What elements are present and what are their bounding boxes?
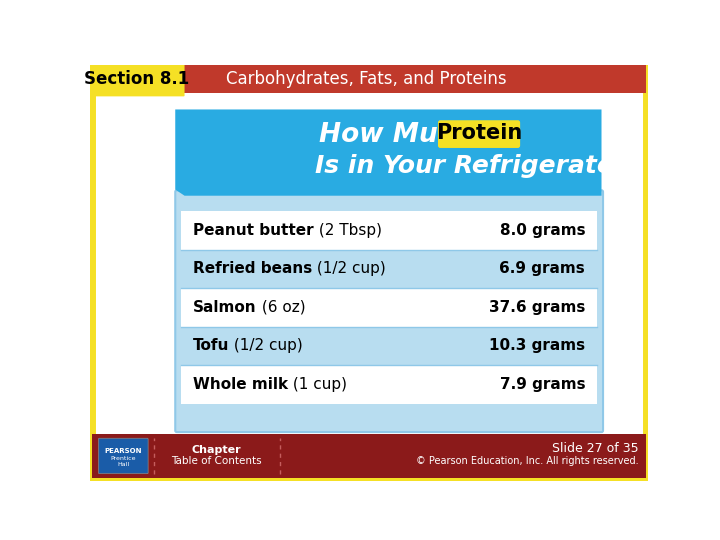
Text: (1/2 cup): (1/2 cup) xyxy=(230,339,303,353)
Text: Chapter: Chapter xyxy=(192,445,241,455)
Text: Protein: Protein xyxy=(436,123,522,143)
Text: Section 8.1: Section 8.1 xyxy=(84,70,189,89)
Text: 10.3 grams: 10.3 grams xyxy=(489,339,585,353)
Text: (1/2 cup): (1/2 cup) xyxy=(312,261,386,276)
Text: Is in Your Refrigerator?: Is in Your Refrigerator? xyxy=(315,154,641,178)
Text: 6.9 grams: 6.9 grams xyxy=(500,261,585,276)
Polygon shape xyxy=(175,110,601,195)
Bar xyxy=(181,403,597,429)
Text: © Pearson Education, Inc. All rights reserved.: © Pearson Education, Inc. All rights res… xyxy=(416,456,639,467)
Text: (6 oz): (6 oz) xyxy=(257,300,305,315)
Text: 7.9 grams: 7.9 grams xyxy=(500,377,585,392)
Text: Whole milk: Whole milk xyxy=(193,377,288,392)
Text: Tofu: Tofu xyxy=(193,339,230,353)
Text: Carbohydrates, Fats, and Proteins: Carbohydrates, Fats, and Proteins xyxy=(225,70,506,89)
Bar xyxy=(181,288,597,327)
Text: PEARSON: PEARSON xyxy=(104,448,142,454)
Text: (1 cup): (1 cup) xyxy=(288,377,347,392)
Bar xyxy=(181,327,597,365)
Text: Table of Contents: Table of Contents xyxy=(171,456,261,467)
Text: (2 Tbsp): (2 Tbsp) xyxy=(314,223,382,238)
FancyBboxPatch shape xyxy=(91,64,184,96)
Text: Peanut butter: Peanut butter xyxy=(193,223,314,238)
Text: Refried beans: Refried beans xyxy=(193,261,312,276)
Text: How Much: How Much xyxy=(319,122,472,148)
Text: Hall: Hall xyxy=(117,462,130,467)
Bar xyxy=(181,249,597,288)
FancyBboxPatch shape xyxy=(99,438,148,474)
Text: 37.6 grams: 37.6 grams xyxy=(489,300,585,315)
Text: Slide 27 of 35: Slide 27 of 35 xyxy=(552,442,639,455)
Text: Salmon: Salmon xyxy=(193,300,257,315)
Text: 8.0 grams: 8.0 grams xyxy=(500,223,585,238)
Bar xyxy=(92,65,646,93)
Bar xyxy=(181,365,597,403)
FancyBboxPatch shape xyxy=(438,120,520,148)
FancyBboxPatch shape xyxy=(175,190,603,432)
Bar xyxy=(92,434,646,478)
Bar xyxy=(181,211,597,249)
Text: Prentice: Prentice xyxy=(111,456,136,461)
